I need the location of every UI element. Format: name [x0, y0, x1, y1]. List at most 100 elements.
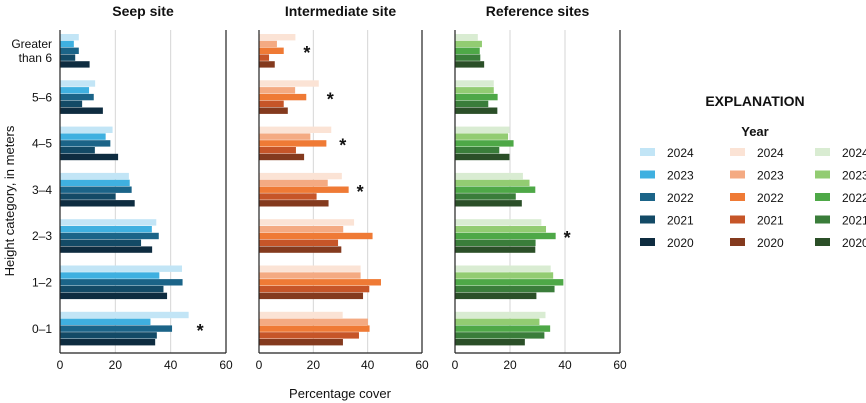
legend-label: 2023 [667, 169, 694, 183]
bar-2022 [455, 325, 551, 332]
bar-2024 [259, 80, 319, 87]
legend-title: EXPLANATION [705, 93, 804, 109]
bar-2024 [455, 126, 510, 133]
x-tick-label: 40 [164, 358, 178, 372]
bar-2024 [455, 219, 542, 226]
legend-label: 2022 [842, 191, 866, 205]
bar-2023 [60, 40, 74, 48]
legend-label: 2024 [667, 146, 694, 160]
bar-2023 [60, 226, 152, 233]
legend-label: 2022 [667, 191, 694, 205]
panel-title: Reference sites [486, 3, 590, 19]
significance-asterisk: * [564, 228, 571, 248]
x-tick-label: 40 [361, 358, 375, 372]
bar-2022 [60, 47, 79, 54]
legend-swatch-2024 [815, 148, 830, 156]
bar-2021 [60, 332, 157, 339]
bar-2024 [60, 80, 96, 87]
bar-2020 [455, 61, 485, 68]
bar-2024 [60, 172, 129, 180]
bar-2023 [455, 40, 482, 48]
legend-label: 2024 [757, 146, 784, 160]
bar-2024 [455, 80, 494, 87]
bar-2020 [455, 339, 525, 346]
bar-2022 [259, 140, 327, 147]
bar-2024 [60, 126, 113, 133]
bar-2021 [60, 100, 83, 108]
bar-2023 [455, 179, 530, 187]
bar-2023 [259, 179, 328, 187]
bar-2023 [60, 133, 106, 140]
bar-2023 [259, 40, 277, 48]
bar-2022 [60, 140, 111, 147]
y-tick-label: 5–6 [32, 90, 52, 104]
bar-2022 [455, 232, 556, 240]
bar-2020 [259, 200, 329, 207]
bar-2020 [60, 339, 156, 346]
legend-swatch-2021 [640, 215, 655, 224]
bar-2021 [60, 147, 95, 154]
legend-swatch-2020 [640, 238, 655, 246]
legend-swatch-2022 [730, 193, 745, 201]
bar-2020 [259, 246, 342, 253]
legend-label: 2023 [757, 169, 784, 183]
bar-2020 [259, 153, 305, 161]
bar-2024 [259, 311, 343, 319]
bar-2020 [259, 339, 343, 346]
bar-2024 [60, 34, 79, 41]
bar-2021 [259, 147, 296, 154]
bar-2021 [60, 239, 142, 246]
bar-2020 [60, 61, 90, 68]
bar-2020 [259, 107, 288, 114]
x-axis-label: Percentage cover [289, 386, 392, 401]
x-tick-label: 0 [256, 358, 263, 372]
bar-2024 [60, 311, 189, 319]
significance-asterisk: * [357, 182, 364, 202]
bar-2021 [455, 332, 545, 339]
bar-2023 [455, 87, 494, 94]
bar-2022 [455, 93, 498, 101]
bar-2024 [259, 34, 296, 41]
bar-2023 [60, 272, 160, 279]
x-tick-label: 20 [109, 358, 123, 372]
bar-2023 [60, 87, 90, 94]
bar-2020 [259, 292, 364, 300]
bar-2022 [60, 325, 173, 332]
bar-2021 [259, 285, 370, 293]
x-tick-label: 60 [613, 358, 627, 372]
bar-2021 [60, 54, 76, 61]
bar-2023 [259, 272, 361, 279]
legend-subtitle: Year [741, 124, 768, 139]
legend-label: 2021 [667, 214, 694, 228]
bar-2023 [455, 226, 547, 233]
bar-2024 [259, 265, 361, 272]
y-tick-label: 2–3 [32, 229, 52, 243]
bar-2022 [259, 93, 307, 101]
bar-2024 [60, 265, 183, 272]
bar-2021 [259, 239, 339, 246]
bar-2024 [60, 219, 157, 226]
bar-2024 [455, 265, 551, 272]
bar-2023 [455, 133, 509, 140]
bar-2022 [455, 186, 536, 193]
bar-2020 [259, 61, 275, 68]
significance-asterisk: * [327, 89, 334, 109]
bar-2023 [60, 179, 130, 187]
bar-2022 [455, 140, 514, 147]
bar-2023 [259, 87, 296, 94]
panel-title: Seep site [112, 3, 174, 19]
significance-asterisk: * [303, 43, 310, 63]
bar-2024 [455, 34, 478, 41]
y-tick-label: 0–1 [32, 322, 52, 336]
legend-swatch-2022 [815, 193, 830, 201]
bar-2021 [455, 239, 536, 246]
x-tick-label: 0 [452, 358, 459, 372]
bar-2022 [60, 186, 132, 193]
bar-2022 [455, 47, 480, 54]
bar-2022 [60, 279, 183, 286]
bar-2024 [259, 172, 342, 180]
x-tick-label: 20 [307, 358, 321, 372]
bar-2022 [259, 232, 373, 240]
legend-swatch-2021 [730, 215, 745, 224]
